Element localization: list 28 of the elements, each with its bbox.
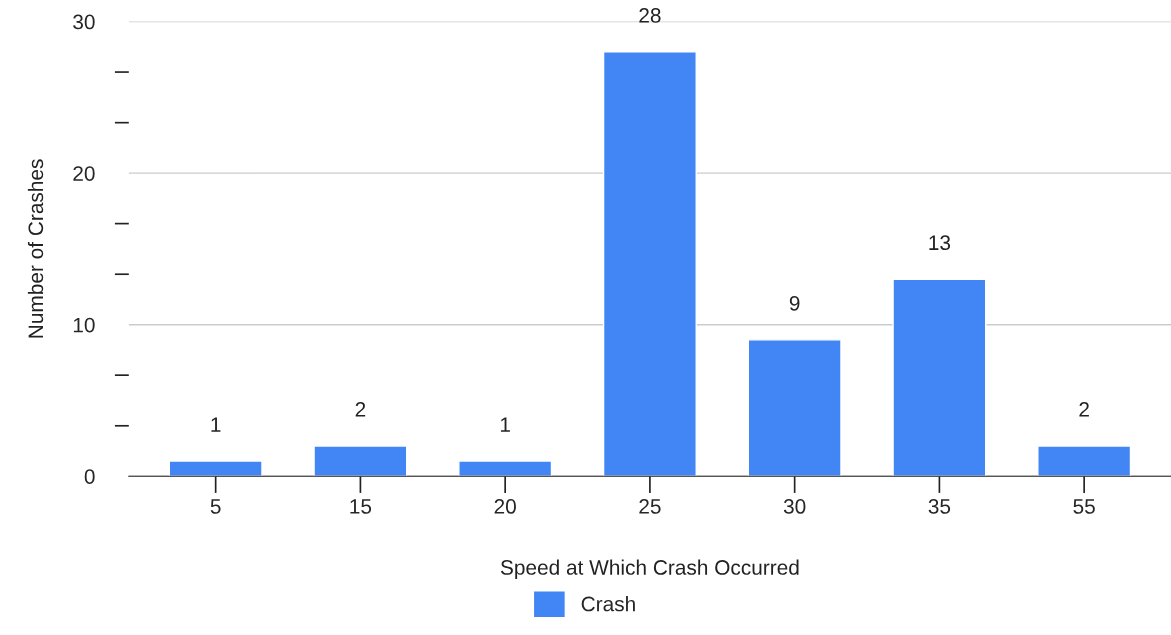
x-tick-label: 55 bbox=[1073, 499, 1095, 514]
legend-label: Crash bbox=[581, 596, 635, 612]
x-tick-label: 30 bbox=[783, 499, 806, 514]
x-tick-label: 35 bbox=[928, 499, 951, 514]
data-label: 28 bbox=[639, 8, 661, 23]
data-label: 13 bbox=[929, 235, 951, 251]
x-tick-label: 15 bbox=[350, 499, 372, 514]
bar bbox=[458, 460, 553, 477]
x-tick-label: 20 bbox=[494, 499, 516, 514]
data-label: 2 bbox=[355, 402, 366, 417]
x-tick-label: 5 bbox=[210, 499, 221, 514]
data-label: 9 bbox=[789, 295, 800, 311]
x-tick-label: 25 bbox=[639, 499, 661, 514]
y-tick-label: 30 bbox=[73, 14, 95, 30]
bar bbox=[168, 460, 263, 477]
bar bbox=[1037, 445, 1132, 477]
data-label: 2 bbox=[1079, 402, 1089, 417]
y-tick-label: 20 bbox=[73, 166, 95, 181]
data-label: 1 bbox=[211, 417, 221, 432]
x-axis-title: Speed at Which Crash Occurred bbox=[500, 559, 799, 579]
bar bbox=[892, 278, 987, 477]
bar bbox=[602, 51, 697, 477]
bar bbox=[747, 339, 842, 477]
bar bbox=[313, 445, 408, 477]
y-axis-title: Number of Crashes bbox=[27, 159, 44, 338]
y-tick-label: 10 bbox=[73, 317, 95, 333]
data-label: 1 bbox=[500, 417, 510, 432]
y-tick-label: 0 bbox=[84, 469, 95, 484]
